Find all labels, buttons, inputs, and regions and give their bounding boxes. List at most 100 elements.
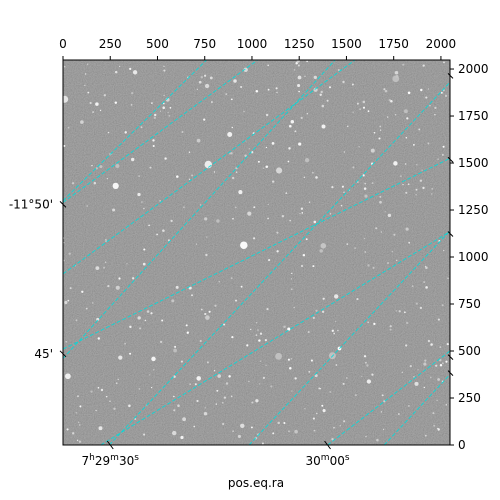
star <box>75 412 78 414</box>
star <box>434 113 436 116</box>
star <box>169 106 172 109</box>
star <box>153 116 156 119</box>
star <box>255 334 258 336</box>
star <box>362 174 365 177</box>
star <box>107 131 110 134</box>
star <box>231 335 234 339</box>
star <box>258 383 261 385</box>
star <box>343 151 345 153</box>
star <box>300 264 304 268</box>
star <box>232 218 234 220</box>
star <box>266 308 269 311</box>
star <box>151 356 156 362</box>
star <box>78 421 80 423</box>
star <box>321 124 326 129</box>
star <box>193 425 196 428</box>
star <box>427 88 430 90</box>
star <box>413 375 415 378</box>
star <box>401 371 403 373</box>
star <box>206 236 208 238</box>
star <box>173 375 176 378</box>
star <box>437 427 439 430</box>
star <box>261 442 264 445</box>
star <box>395 74 399 78</box>
star <box>177 404 180 407</box>
star <box>225 382 229 385</box>
star <box>257 329 259 331</box>
star <box>316 412 318 415</box>
star <box>181 131 184 133</box>
ra-grid-line <box>327 350 450 445</box>
star <box>204 407 207 409</box>
star <box>362 106 366 109</box>
star <box>447 277 449 279</box>
star <box>95 102 99 106</box>
star <box>151 102 153 104</box>
star <box>129 67 132 71</box>
star <box>204 83 210 89</box>
star <box>407 91 411 95</box>
star <box>272 180 275 183</box>
star <box>423 281 425 283</box>
star <box>276 250 279 253</box>
star <box>363 187 367 190</box>
y-pixel-axis: 0 250 500 750 1000 1250 1500 1750 2000 <box>450 62 489 452</box>
star <box>322 297 325 300</box>
star <box>322 409 326 413</box>
star <box>402 63 405 66</box>
star <box>405 227 409 231</box>
star <box>216 389 219 392</box>
star <box>183 206 185 209</box>
star <box>253 206 256 209</box>
star <box>198 80 202 84</box>
star <box>96 317 100 321</box>
star <box>180 435 184 440</box>
star <box>161 319 164 322</box>
x-tick-label: 1000 <box>237 37 268 51</box>
star <box>304 75 306 77</box>
star <box>442 145 445 148</box>
star <box>230 277 233 280</box>
star <box>408 241 411 244</box>
star <box>321 404 324 407</box>
star <box>291 272 293 275</box>
star <box>300 207 304 210</box>
star <box>294 130 297 133</box>
star <box>329 391 332 393</box>
star <box>199 204 202 206</box>
star <box>319 249 323 253</box>
star <box>366 379 372 384</box>
star <box>341 185 344 188</box>
ra-tick-label: 30m00s <box>306 453 350 468</box>
star <box>283 325 286 329</box>
star <box>415 193 417 196</box>
star <box>405 321 409 325</box>
star <box>229 152 231 155</box>
dec-grid-line <box>63 60 207 201</box>
star <box>297 83 301 88</box>
star <box>290 358 293 360</box>
star <box>413 144 415 146</box>
star <box>422 64 425 67</box>
star <box>204 217 208 221</box>
star <box>297 64 300 67</box>
star <box>185 324 188 327</box>
star <box>118 355 123 360</box>
star <box>321 104 325 108</box>
star <box>130 104 133 106</box>
star <box>381 394 384 397</box>
star <box>132 277 135 280</box>
x-tick-label: 750 <box>193 37 216 51</box>
star <box>142 262 146 266</box>
star <box>137 192 141 197</box>
star <box>143 433 146 436</box>
star <box>191 174 194 177</box>
grid-edge-tick <box>447 231 454 237</box>
star <box>258 339 261 342</box>
star <box>370 148 375 153</box>
star <box>333 426 335 429</box>
star <box>299 213 301 215</box>
star <box>235 299 237 302</box>
star <box>310 359 313 362</box>
coordinate-grid <box>63 60 450 445</box>
